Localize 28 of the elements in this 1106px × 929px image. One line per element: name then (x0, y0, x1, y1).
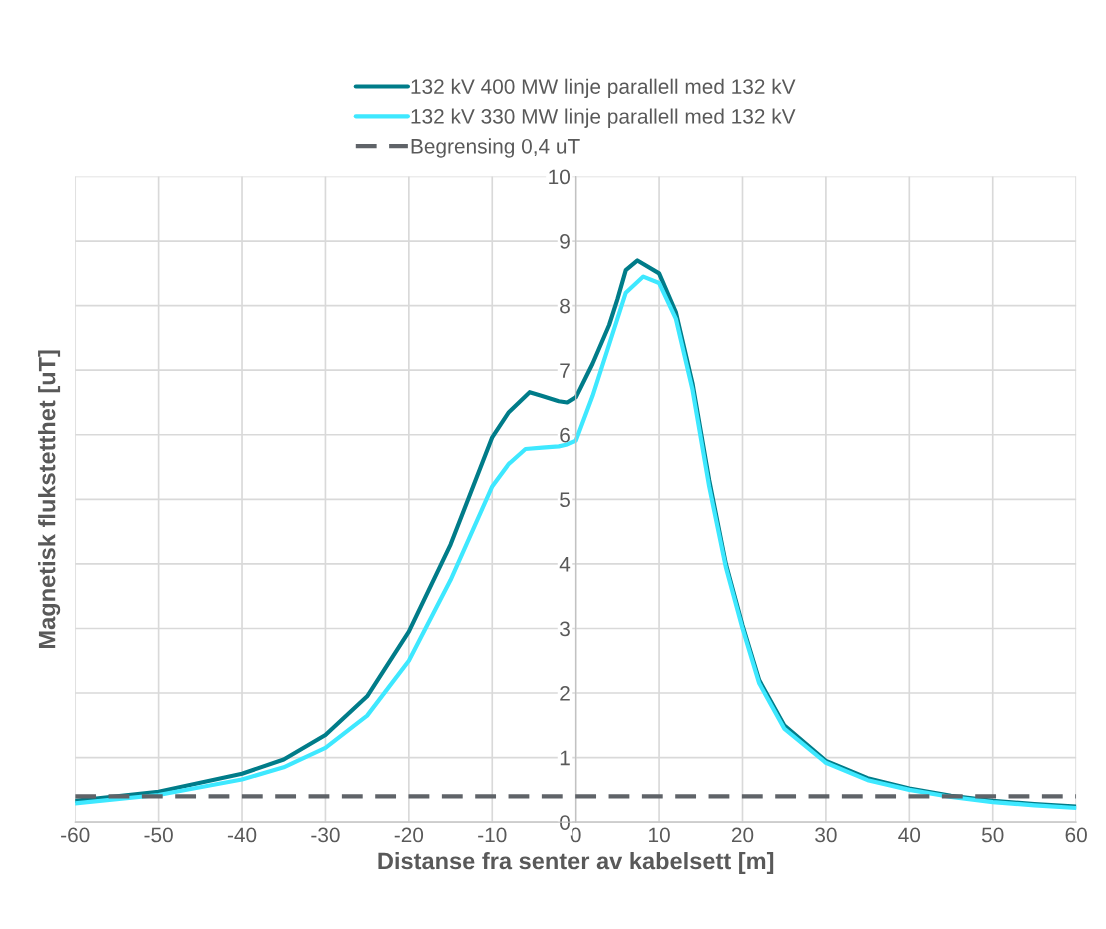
legend-label: 132 kV 400 MW linje parallell med 132 kV (411, 78, 796, 99)
x-tick-label: -40 (227, 827, 257, 843)
y-tick-label: 7 (560, 363, 570, 378)
x-tick-label: 30 (815, 827, 837, 843)
y-tick-label: 6 (560, 427, 570, 443)
y-tick-label: 3 (560, 621, 570, 637)
x-tick-label: -50 (144, 827, 173, 843)
legend-label: 132 kV 330 MW linje parallell med 132 kV (411, 108, 796, 128)
y-tick-label: 2 (560, 686, 570, 701)
x-tick-label: 60 (1065, 827, 1087, 843)
x-axis-title: Distanse fra senter av kabelsett [m] (378, 852, 774, 875)
y-tick-label: 1 (560, 750, 570, 766)
y-tick-label: 9 (560, 234, 570, 249)
x-tick-label: 10 (649, 827, 670, 843)
y-axis-title: Magnetisk flukstetthet [uT] (38, 350, 61, 648)
y-tick-label: 10 (549, 169, 570, 185)
x-tick-label: 40 (898, 827, 921, 843)
x-tick-label: -10 (478, 827, 507, 843)
x-tick-label: -20 (394, 827, 424, 843)
y-tick-label: 5 (560, 492, 570, 508)
y-tick-label: 0 (560, 815, 570, 830)
y-tick-label: 8 (560, 298, 570, 314)
y-tick-label: 4 (559, 557, 571, 572)
x-tick-label: -60 (61, 827, 90, 843)
x-tick-label: 50 (981, 827, 1004, 843)
x-tick-label: -30 (311, 827, 340, 843)
legend-label: Begrensing 0,4 uT (411, 138, 580, 158)
x-tick-label: 20 (731, 827, 754, 843)
